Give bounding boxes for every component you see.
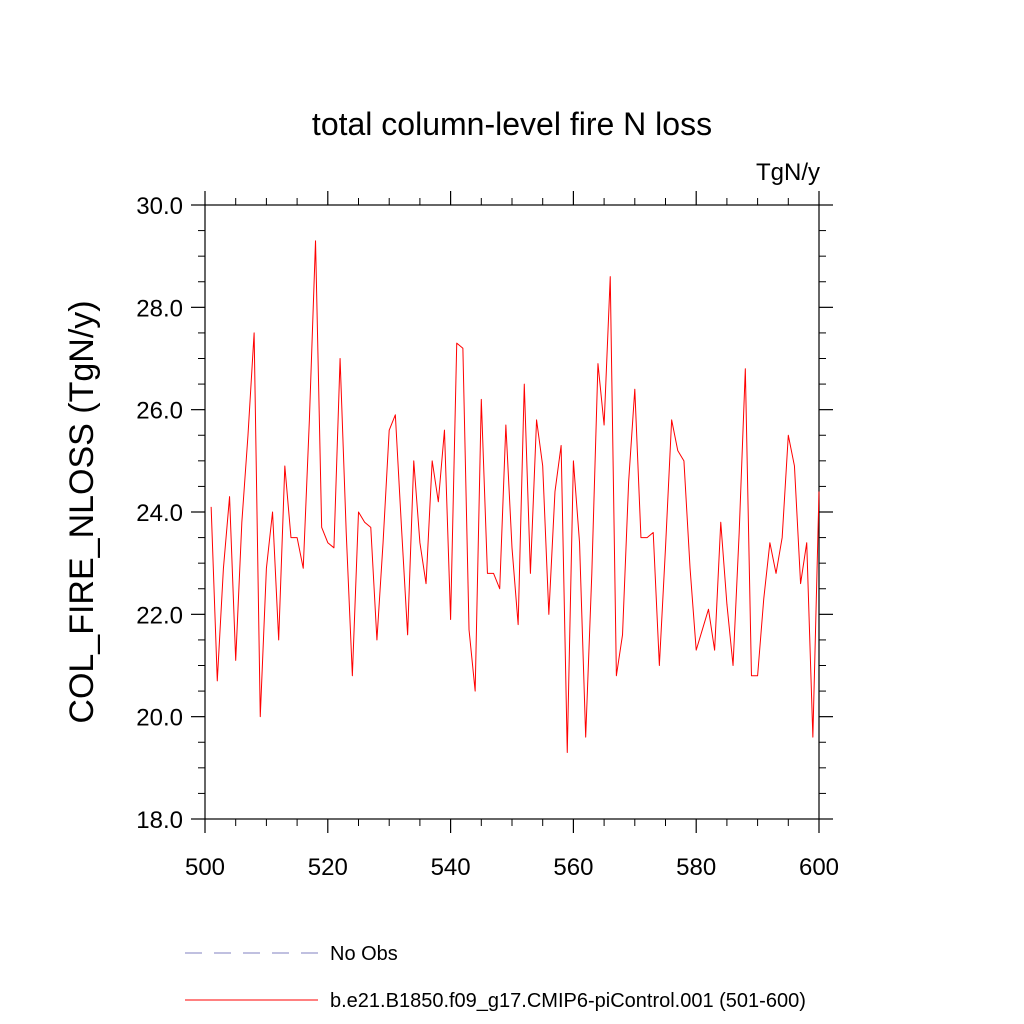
y-axis-label: COL_FIRE_NLOSS (TgN/y) xyxy=(63,300,101,723)
units-label: TgN/y xyxy=(756,159,820,186)
x-tick-label: 560 xyxy=(553,854,593,881)
axis-tick-labels: 500 520 540 560 580 600 18.0 20.0 22.0 24.0 26.0 28… xyxy=(136,193,839,881)
x-tick-label: 540 xyxy=(431,854,471,881)
x-tick-label: 600 xyxy=(799,854,839,881)
y-tick-label: 20.0 xyxy=(136,705,183,732)
series-group xyxy=(210,240,820,753)
series-line xyxy=(210,240,820,753)
legend-label-model: b.e21.B1850.f09_g17.CMIP6-piControl.001 … xyxy=(330,990,806,1012)
y-tick-label: 22.0 xyxy=(136,602,183,629)
x-tick-label: 520 xyxy=(308,854,348,881)
legend: No Obs b.e21.B1850.f09_g17.CMIP6-piContr… xyxy=(185,943,806,1012)
x-tick-label: 580 xyxy=(676,854,716,881)
x-tick-label: 500 xyxy=(185,854,225,881)
legend-label-no-obs: No Obs xyxy=(330,943,398,965)
y-tick-label: 30.0 xyxy=(136,193,183,220)
y-tick-label: 24.0 xyxy=(136,500,183,527)
y-tick-label: 18.0 xyxy=(136,807,183,834)
y-tick-label: 26.0 xyxy=(136,398,183,425)
plot-frame xyxy=(204,204,820,820)
axis-ticks xyxy=(191,191,833,833)
y-tick-label: 28.0 xyxy=(136,295,183,322)
chart-title: total column-level fire N loss xyxy=(312,106,712,142)
plot-border xyxy=(204,204,820,820)
